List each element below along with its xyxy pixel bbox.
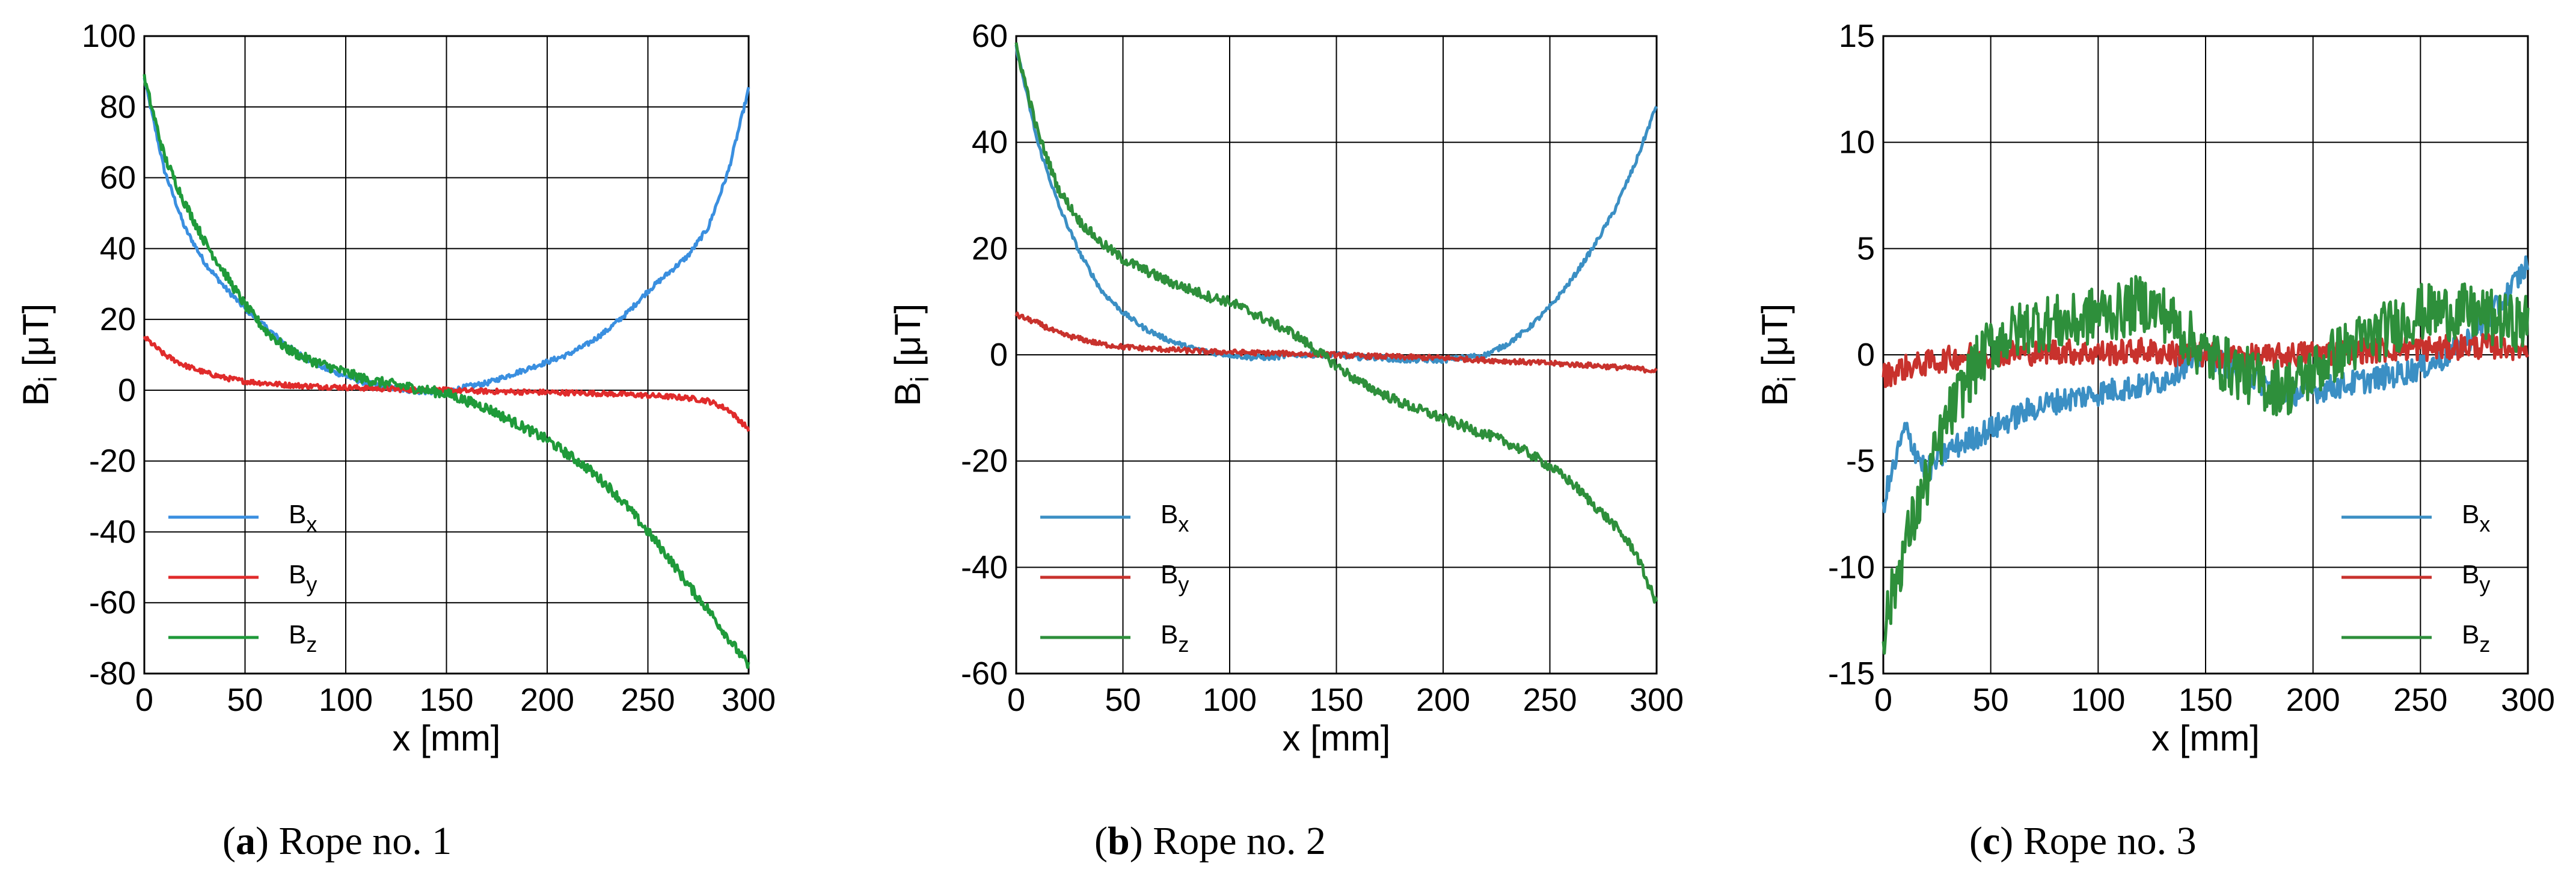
x-tick-label: 300	[1630, 682, 1684, 718]
plot-frame	[143, 35, 750, 675]
y-tick-label: 0	[1857, 337, 1875, 373]
x-tick-label: 150	[1309, 682, 1363, 718]
x-tick-label: 0	[1874, 682, 1892, 718]
x-tick-label: 100	[319, 682, 373, 718]
legend-label: By	[289, 560, 317, 597]
y-tick-label: 20	[100, 301, 136, 337]
y-tick-label: -40	[89, 514, 136, 550]
series-line-Bz	[1881, 275, 2530, 655]
y-tick-label: -20	[961, 443, 1008, 479]
panel-caption: (c) Rope no. 3	[1969, 819, 2197, 863]
x-tick-label: 100	[2071, 682, 2125, 718]
panel-a: 0 50 100 150 200 250 300 -80 -60 -40 -20 0 20 40 60 80 1…	[16, 18, 776, 863]
series-line-By	[143, 336, 750, 432]
y-tick-label: -60	[961, 656, 1008, 692]
legend-label: By	[1161, 560, 1189, 597]
x-tick-label: 0	[135, 682, 153, 718]
x-tick-label: 250	[1523, 682, 1577, 718]
legend: Bx By Bz	[2341, 500, 2490, 657]
x-tick-label: 300	[722, 682, 776, 718]
y-tick-label: -15	[1828, 656, 1875, 692]
y-tick-label: -10	[1828, 549, 1875, 585]
x-tick-label: 250	[2393, 682, 2447, 718]
y-tick-label: 40	[972, 124, 1008, 161]
y-tick-label: 0	[990, 337, 1008, 373]
plot-frame	[1015, 35, 1658, 675]
y-tick-label: -5	[1846, 443, 1875, 479]
y-axis-label: Bi [μT]	[16, 304, 62, 407]
y-tick-label: 40	[100, 230, 136, 266]
y-tick-label: 0	[118, 372, 136, 408]
y-tick-label: 15	[1839, 18, 1875, 54]
legend-label: Bx	[289, 500, 317, 536]
panel-b: 0 50 100 150 200 250 300 -60 -40 -20 0 20 40 60 x [mm]…	[888, 18, 1684, 863]
y-tick-label: 100	[82, 18, 136, 54]
x-tick-label: 200	[2286, 682, 2340, 718]
y-tick-label: 10	[1839, 124, 1875, 161]
x-tick-label: 200	[1416, 682, 1470, 718]
y-tick-label: -40	[961, 549, 1008, 585]
y-tick-label: 20	[972, 230, 1008, 266]
legend: Bx By Bz	[168, 500, 317, 657]
series-line-By	[1014, 311, 1658, 374]
x-tick-label: 150	[419, 682, 473, 718]
legend-label: Bz	[289, 620, 317, 657]
x-tick-label: 0	[1007, 682, 1025, 718]
legend-label: By	[2462, 560, 2490, 597]
series-line-Bz	[143, 74, 750, 669]
legend: Bx By Bz	[1040, 500, 1189, 657]
legend-label: Bx	[2462, 500, 2490, 536]
y-tick-label: -80	[89, 656, 136, 692]
legend-label: Bz	[1161, 620, 1189, 657]
x-tick-label: 250	[621, 682, 675, 718]
y-axis-label: Bi [μT]	[888, 304, 934, 407]
x-tick-label: 150	[2179, 682, 2233, 718]
x-tick-label: 50	[1973, 682, 2009, 718]
x-tick-label: 50	[227, 682, 263, 718]
x-tick-label: 200	[520, 682, 574, 718]
legend-label: Bx	[1161, 500, 1189, 536]
y-tick-label: 60	[972, 18, 1008, 54]
y-tick-label: -20	[89, 443, 136, 479]
panel-caption: (a) Rope no. 1	[222, 819, 452, 863]
x-axis-label: x [mm]	[393, 718, 501, 758]
x-axis-label: x [mm]	[1283, 718, 1391, 758]
panel-caption: (b) Rope no. 2	[1094, 819, 1326, 863]
series-line-Bz	[1014, 42, 1658, 604]
x-tick-label: 100	[1203, 682, 1257, 718]
y-tick-label: -60	[89, 585, 136, 621]
y-tick-label: 80	[100, 89, 136, 125]
panel-c: 0 50 100 150 200 250 300 -15 -10 -5 0 5 10 15 x [mm] Bi…	[1755, 18, 2555, 863]
y-tick-label: 60	[100, 160, 136, 196]
legend-label: Bz	[2462, 620, 2490, 657]
y-tick-label: 5	[1857, 230, 1875, 266]
x-tick-label: 50	[1105, 682, 1141, 718]
y-axis-label: Bi [μT]	[1755, 304, 1801, 407]
x-axis-label: x [mm]	[2151, 718, 2260, 758]
x-tick-label: 300	[2501, 682, 2555, 718]
